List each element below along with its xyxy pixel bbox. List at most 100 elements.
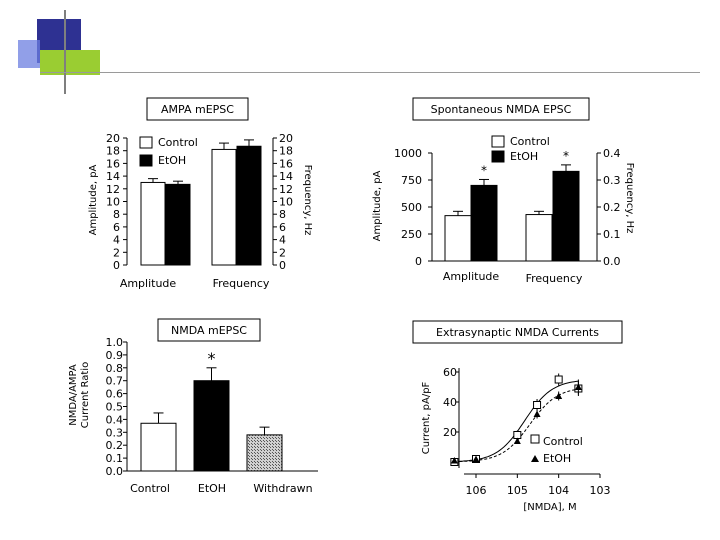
x-category-label: Control xyxy=(130,482,170,495)
y-tick-label: 0.5 xyxy=(106,401,124,414)
y-tick-label: 20 xyxy=(443,426,457,439)
point-etoh xyxy=(574,383,582,390)
x-axis-label: [NMDA], M xyxy=(523,502,576,513)
y-tick-label: 8 xyxy=(113,208,120,221)
y2-tick-label: 8 xyxy=(279,208,286,221)
y-tick-label: 0.0 xyxy=(106,465,124,478)
bar-control-frequency xyxy=(211,148,237,266)
y-axis-label: Amplitude, pA xyxy=(88,164,99,235)
chart-nmda-mepsc: NMDA mEPSC NMDA/AMPA Current Ratio Contr… xyxy=(68,318,318,495)
bar-etoh xyxy=(193,380,230,472)
bar-etoh-amplitude xyxy=(470,184,498,262)
legend-control-marker xyxy=(530,434,540,444)
y-tick-label: 0 xyxy=(415,255,422,268)
legend-control-label: Control xyxy=(543,435,583,448)
y2-tick-label: 14 xyxy=(279,170,293,183)
chart-spontaneous-nmda-epsc: Spontaneous NMDA EPSC Amplitude, pA Freq… xyxy=(372,97,635,285)
point-control xyxy=(554,375,563,384)
bar-control-frequency xyxy=(525,214,553,262)
y-tick-label: 60 xyxy=(443,366,457,379)
significance-marker: * xyxy=(563,149,569,163)
y-axis-label: Current, pA/pF xyxy=(421,381,432,454)
y2-tick-label: 0.4 xyxy=(603,147,621,160)
chart-title: Spontaneous NMDA EPSC xyxy=(431,103,572,116)
y-axis-label-line-2: Current Ratio xyxy=(80,362,91,428)
legend-etoh-label: EtOH xyxy=(158,154,186,167)
legend-control-label: Control xyxy=(510,135,550,148)
y2-tick-label: 10 xyxy=(279,196,293,209)
y-tick-label: 6 xyxy=(113,221,120,234)
title-box xyxy=(412,320,623,344)
y-tick-label: 10 xyxy=(106,196,120,209)
y2-tick-label: 6 xyxy=(279,221,286,234)
y2-tick-label: 2 xyxy=(279,246,286,259)
chart-ampa-mepsc: AMPA mEPSC Amplitude, pA Frequency, Hz C… xyxy=(88,97,313,290)
bar-withdrawn xyxy=(246,434,283,472)
y2-tick-label: 20 xyxy=(279,132,293,145)
point-etoh xyxy=(450,457,458,464)
legend-etoh-label: EtOH xyxy=(510,150,538,163)
y2-tick-label: 16 xyxy=(279,157,293,170)
point-control xyxy=(513,431,522,439)
significance-marker: * xyxy=(208,349,216,368)
y2-tick-label: 0.0 xyxy=(603,255,621,268)
y-axis-label: Amplitude, pA xyxy=(372,170,383,241)
y2-tick-label: 0.2 xyxy=(603,201,621,214)
chart-title: NMDA mEPSC xyxy=(171,324,247,337)
legend-control-swatch xyxy=(139,136,153,149)
y-tick-label: 20 xyxy=(106,132,120,145)
y-tick-label: 18 xyxy=(106,145,120,158)
y-tick-label: 16 xyxy=(106,157,120,170)
fit-curve-etoh xyxy=(454,388,579,463)
y-tick-label: 4 xyxy=(113,234,120,247)
y-tick-label: 0 xyxy=(113,259,120,272)
title-box xyxy=(157,318,261,342)
point-etoh xyxy=(555,392,563,399)
y-tick-label: 14 xyxy=(106,170,120,183)
y-tick-label: 0.6 xyxy=(106,388,124,401)
legend-etoh-swatch xyxy=(491,150,505,163)
y2-tick-label: 0.3 xyxy=(603,174,621,187)
point-etoh xyxy=(513,437,521,444)
deco-green-square xyxy=(40,50,100,75)
x-tick-label: 103 xyxy=(590,484,611,497)
bar-etoh-frequency xyxy=(236,145,262,266)
x-category-label: EtOH xyxy=(198,482,226,495)
y-tick-label: 40 xyxy=(443,396,457,409)
deco-blue-square xyxy=(18,40,40,68)
fit-curve-control xyxy=(454,380,579,462)
legend-control-swatch xyxy=(491,135,505,148)
legend-etoh-swatch xyxy=(139,154,153,167)
title-box xyxy=(412,97,590,121)
bar-etoh-amplitude xyxy=(165,183,191,266)
x-tick-label: 104 xyxy=(548,484,569,497)
deco-vertical-line xyxy=(64,10,66,94)
point-control xyxy=(533,401,542,409)
y2-tick-label: 12 xyxy=(279,183,293,196)
chart-title: AMPA mEPSC xyxy=(161,103,234,116)
y-tick-label: 12 xyxy=(106,183,120,196)
y2-tick-label: 0.1 xyxy=(603,228,621,241)
y-tick-label: 500 xyxy=(401,201,422,214)
bar-control-amplitude xyxy=(140,181,166,266)
x-category-label: Amplitude xyxy=(120,277,177,290)
x-tick-label: 105 xyxy=(507,484,528,497)
y-tick-label: 0.2 xyxy=(106,439,124,452)
y-tick-label: 250 xyxy=(401,228,422,241)
y2-tick-label: 0 xyxy=(279,259,286,272)
y-tick-label: 750 xyxy=(401,174,422,187)
x-category-label: Withdrawn xyxy=(253,482,312,495)
x-category-label: Frequency xyxy=(213,277,270,290)
y-tick-label: 0.9 xyxy=(106,349,124,362)
legend-control-label: Control xyxy=(158,136,198,149)
x-category-label: Frequency xyxy=(526,272,583,285)
y-tick-label: 0.1 xyxy=(106,452,124,465)
legend-etoh-marker xyxy=(531,455,539,462)
y-tick-label: 2 xyxy=(113,246,120,259)
y2-tick-label: 4 xyxy=(279,234,286,247)
y-tick-label: 0.7 xyxy=(106,375,124,388)
bar-control xyxy=(140,422,177,472)
chart-extrasynaptic-nmda-currents: Extrasynaptic NMDA Currents Current, pA/… xyxy=(412,320,623,513)
y-tick-label: 0.8 xyxy=(106,362,124,375)
point-etoh xyxy=(533,410,541,417)
